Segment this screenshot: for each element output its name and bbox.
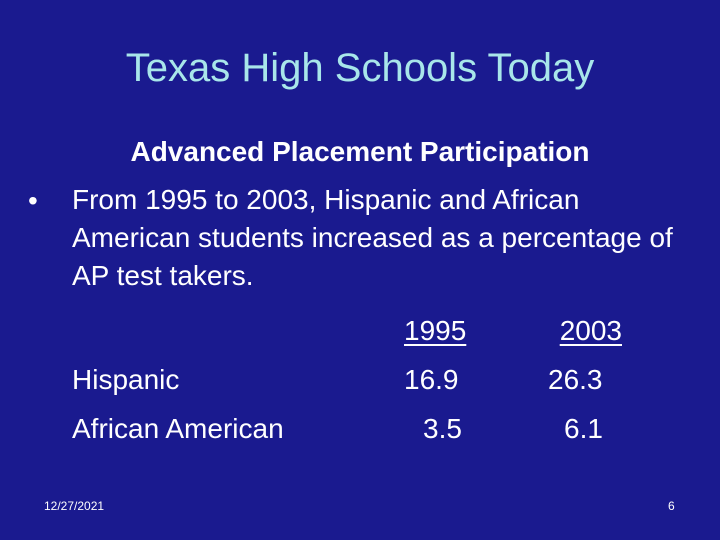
bullet-text: From 1995 to 2003, Hispanic and African … (72, 184, 673, 291)
footer-page-number: 6 (668, 499, 675, 513)
row-label-hispanic: Hispanic (72, 364, 180, 395)
slide-subtitle: Advanced Placement Participation (130, 136, 590, 167)
column-header-1995: 1995 (404, 315, 467, 346)
value-hispanic-2003: 26.3 (548, 364, 603, 395)
value-african-american-1995: 3.5 (423, 413, 462, 444)
value-hispanic-1995: 16.9 (404, 364, 459, 395)
slide-title: Texas High Schools Today (125, 46, 595, 90)
value-african-american-2003: 6.1 (564, 413, 603, 444)
bullet-marker: • (28, 185, 38, 216)
column-header-2003: 2003 (559, 315, 622, 346)
footer-date: 12/27/2021 (44, 499, 105, 513)
row-label-african-american: African American (72, 413, 284, 444)
